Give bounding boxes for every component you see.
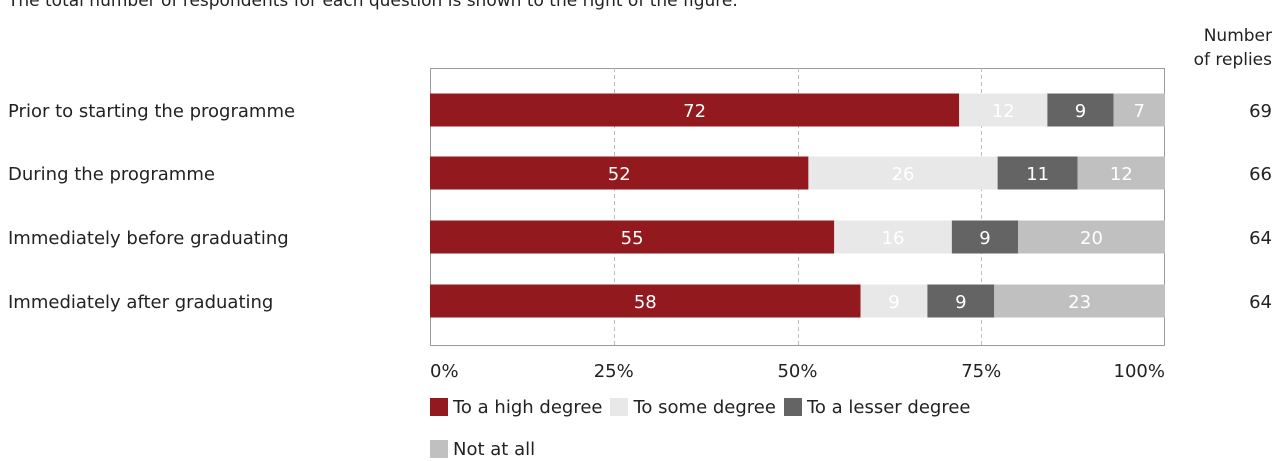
bar-not-at-all-2 (1077, 156, 1165, 190)
bar-to-a-high-degree-4 (430, 284, 861, 318)
replies-value: 69 (1249, 101, 1272, 122)
chart-legend: To a high degree To some degree To a les… (430, 395, 1150, 461)
legend-item-high: To a high degree (430, 397, 602, 418)
bar-not-at-all-4 (994, 284, 1165, 318)
legend-swatch-not-at-all (430, 440, 448, 458)
x-tick-label: 100% (1114, 361, 1165, 382)
bar-value-label: 9 (888, 292, 899, 313)
bar-value-label: 9 (1075, 101, 1086, 122)
bar-value-label: 72 (683, 101, 706, 122)
bar-value-label: 20 (1080, 228, 1103, 249)
stacked-bar-chart: 72 12 9 7 Prior to starting the programme 69 5… (8, 68, 1272, 382)
chart-caption: The total number of respondents for each… (8, 0, 738, 11)
bar-to-some-degree-2 (808, 156, 998, 190)
replies-header-line2: of replies (1193, 50, 1272, 70)
replies-value: 66 (1249, 164, 1272, 185)
bar-value-label: 9 (979, 228, 990, 249)
category-label: Prior to starting the programme (8, 101, 295, 122)
legend-label-high: To a high degree (453, 396, 603, 418)
x-tick-label: 50% (777, 361, 817, 382)
legend-item-not-at-all: Not at all (430, 439, 535, 460)
bar-to-a-lesser-degree-2 (997, 156, 1078, 190)
x-tick-label: 75% (961, 361, 1001, 382)
category-label: Immediately after graduating (8, 292, 273, 313)
legend-label-lesser: To a lesser degree (806, 396, 971, 418)
legend-row-1: To a high degree To some degree To a les… (430, 395, 1150, 419)
replies-value: 64 (1249, 292, 1272, 313)
bar-to-a-lesser-degree-1 (1047, 93, 1114, 127)
bar-to-a-lesser-degree-3 (951, 220, 1018, 254)
category-label: Immediately before graduating (8, 228, 289, 249)
bar-not-at-all-3 (1018, 220, 1165, 254)
bar-value-label: 9 (955, 292, 966, 313)
bar-not-at-all-1 (1113, 93, 1165, 127)
bar-to-a-high-degree-2 (430, 156, 809, 190)
bar-to-some-degree-4 (860, 284, 928, 318)
bar-to-a-high-degree-3 (430, 220, 835, 254)
replies-header: Number of replies (1194, 24, 1272, 72)
legend-item-some: To some degree (610, 396, 776, 418)
category-label: During the programme (8, 164, 215, 185)
legend-swatch-lesser (783, 398, 802, 416)
legend-swatch-some (610, 398, 629, 416)
bar-value-label: 11 (1026, 164, 1049, 185)
bar-value-label: 23 (1068, 292, 1091, 313)
bar-to-some-degree-3 (834, 220, 952, 254)
bar-to-a-high-degree-1 (430, 93, 960, 127)
bar-value-label: 7 (1134, 101, 1145, 122)
plot-frame (430, 68, 1165, 346)
bar-value-label: 26 (892, 164, 915, 185)
bar-value-label: 58 (634, 292, 657, 313)
bar-value-label: 12 (1110, 164, 1133, 185)
legend-item-lesser: To a lesser degree (783, 396, 971, 418)
replies-header-line1: Number (1203, 26, 1272, 46)
legend-row-2: Not at all (430, 437, 1150, 461)
legend-swatch-high (430, 398, 448, 416)
replies-value: 64 (1249, 228, 1272, 249)
bar-to-some-degree-1 (959, 93, 1048, 127)
x-tick-label: 0% (430, 361, 459, 382)
legend-label-some: To some degree (633, 396, 776, 418)
bar-value-label: 12 (992, 101, 1015, 122)
bar-value-label: 16 (882, 228, 905, 249)
legend-label-not-at-all: Not at all (453, 438, 536, 460)
bar-value-label: 52 (608, 164, 631, 185)
bar-value-label: 55 (621, 228, 644, 249)
x-tick-label: 25% (594, 361, 634, 382)
bar-to-a-lesser-degree-4 (927, 284, 995, 318)
